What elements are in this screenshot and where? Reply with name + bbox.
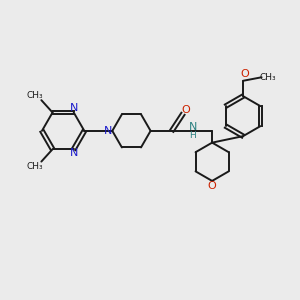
Text: N: N	[104, 126, 112, 136]
Text: N: N	[70, 148, 78, 158]
Text: N: N	[189, 122, 197, 132]
Text: O: O	[181, 105, 190, 115]
Text: H: H	[190, 131, 196, 140]
Text: CH₃: CH₃	[27, 91, 43, 100]
Text: CH₃: CH₃	[259, 73, 276, 82]
Text: O: O	[208, 181, 217, 190]
Text: O: O	[240, 69, 249, 79]
Text: N: N	[70, 103, 78, 113]
Text: CH₃: CH₃	[27, 161, 43, 170]
